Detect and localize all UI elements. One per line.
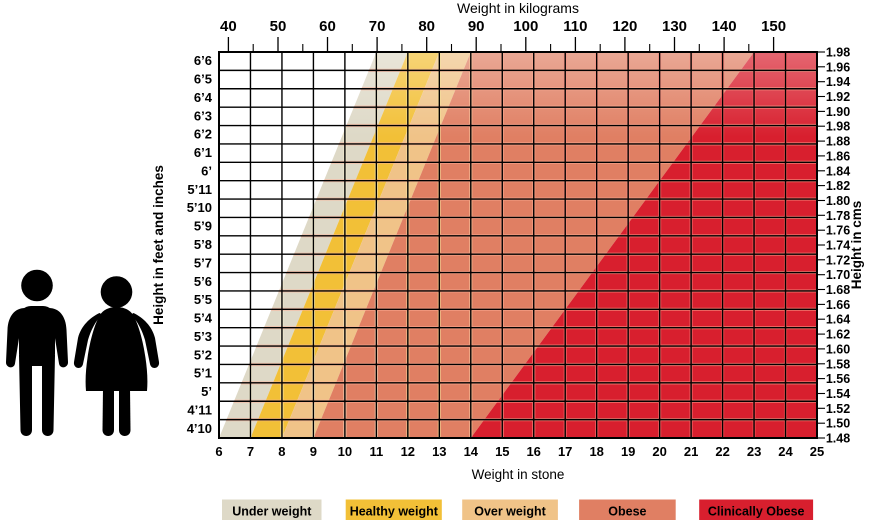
svg-text:1.72: 1.72 [826,253,850,267]
svg-text:1.78: 1.78 [826,209,850,223]
svg-text:11: 11 [370,444,384,459]
svg-text:9: 9 [310,444,317,459]
svg-text:5’7: 5’7 [194,255,212,270]
svg-text:140: 140 [712,18,737,35]
svg-text:1.68: 1.68 [826,283,850,297]
svg-text:6’: 6’ [201,164,212,179]
svg-text:5’8: 5’8 [194,237,212,252]
svg-text:20: 20 [652,444,666,459]
svg-text:21: 21 [684,444,698,459]
svg-text:Obese: Obese [608,505,646,519]
svg-text:1.80: 1.80 [826,194,850,208]
svg-text:6’1: 6’1 [194,145,212,160]
svg-text:80: 80 [418,18,435,35]
svg-text:1.84: 1.84 [826,164,850,178]
svg-text:6’2: 6’2 [194,127,212,142]
svg-text:100: 100 [513,18,538,35]
svg-text:5’3: 5’3 [194,329,212,344]
svg-text:5’1: 5’1 [194,366,212,381]
svg-text:19: 19 [621,444,635,459]
svg-text:1.56: 1.56 [826,372,850,386]
svg-text:1.86: 1.86 [826,149,850,163]
svg-text:15: 15 [495,444,509,459]
svg-text:6: 6 [215,444,222,459]
svg-text:Over weight: Over weight [474,505,546,519]
svg-text:1.98: 1.98 [826,120,850,134]
svg-text:5’11: 5’11 [187,182,212,197]
svg-text:5’2: 5’2 [194,347,212,362]
svg-text:40: 40 [220,18,237,35]
svg-text:22: 22 [715,444,729,459]
svg-text:Height in feet and inches: Height in feet and inches [151,165,166,325]
svg-text:5’6: 5’6 [194,274,212,289]
svg-text:1.64: 1.64 [826,313,850,327]
svg-text:17: 17 [558,444,572,459]
svg-text:1.92: 1.92 [826,90,850,104]
svg-text:Under weight: Under weight [232,505,312,519]
svg-text:6’4: 6’4 [194,90,213,105]
svg-text:5’9: 5’9 [194,219,212,234]
svg-text:23: 23 [747,444,761,459]
svg-text:130: 130 [662,18,687,35]
svg-text:1.74: 1.74 [826,239,850,253]
svg-text:14: 14 [464,444,479,459]
svg-text:60: 60 [319,18,336,35]
svg-text:Weight in stone: Weight in stone [472,467,565,482]
svg-text:150: 150 [761,18,786,35]
svg-text:1.62: 1.62 [826,328,850,342]
svg-text:6’6: 6’6 [194,53,212,68]
svg-text:16: 16 [526,444,540,459]
svg-text:1.98: 1.98 [826,46,850,60]
svg-text:1.48: 1.48 [826,432,850,446]
svg-text:1.82: 1.82 [826,179,850,193]
svg-text:1.94: 1.94 [826,75,850,89]
svg-text:1.60: 1.60 [826,342,850,356]
svg-text:Clinically Obese: Clinically Obese [708,505,805,519]
svg-text:1.58: 1.58 [826,357,850,371]
svg-text:1.88: 1.88 [826,135,850,149]
svg-text:7: 7 [247,444,254,459]
svg-text:110: 110 [563,18,587,35]
svg-text:1.90: 1.90 [826,105,850,119]
svg-text:1.96: 1.96 [826,60,850,74]
svg-text:1.50: 1.50 [826,417,850,431]
svg-text:1.52: 1.52 [826,402,850,416]
svg-text:1.66: 1.66 [826,298,850,312]
svg-text:Height in cms: Height in cms [849,201,864,290]
svg-text:12: 12 [401,444,415,459]
svg-text:6’3: 6’3 [194,108,212,123]
svg-text:120: 120 [612,18,637,35]
svg-text:8: 8 [278,444,285,459]
svg-text:5’5: 5’5 [194,292,212,307]
svg-text:5’4: 5’4 [194,311,213,326]
svg-text:50: 50 [270,18,287,35]
svg-text:13: 13 [432,444,446,459]
svg-text:24: 24 [778,444,793,459]
svg-text:25: 25 [810,444,824,459]
svg-text:Weight in kilograms: Weight in kilograms [457,0,579,16]
svg-text:6’5: 6’5 [194,72,212,87]
svg-text:4’11: 4’11 [187,402,212,417]
svg-text:5’: 5’ [201,384,212,399]
svg-text:1.54: 1.54 [826,387,850,401]
svg-text:Healthy weight: Healthy weight [350,505,439,519]
svg-text:4’10: 4’10 [187,421,212,436]
svg-text:18: 18 [589,444,603,459]
svg-text:1.70: 1.70 [826,268,850,282]
svg-text:90: 90 [468,18,485,35]
svg-text:1.76: 1.76 [826,224,850,238]
svg-text:10: 10 [338,444,352,459]
svg-text:70: 70 [369,18,386,35]
svg-text:5’10: 5’10 [187,200,212,215]
